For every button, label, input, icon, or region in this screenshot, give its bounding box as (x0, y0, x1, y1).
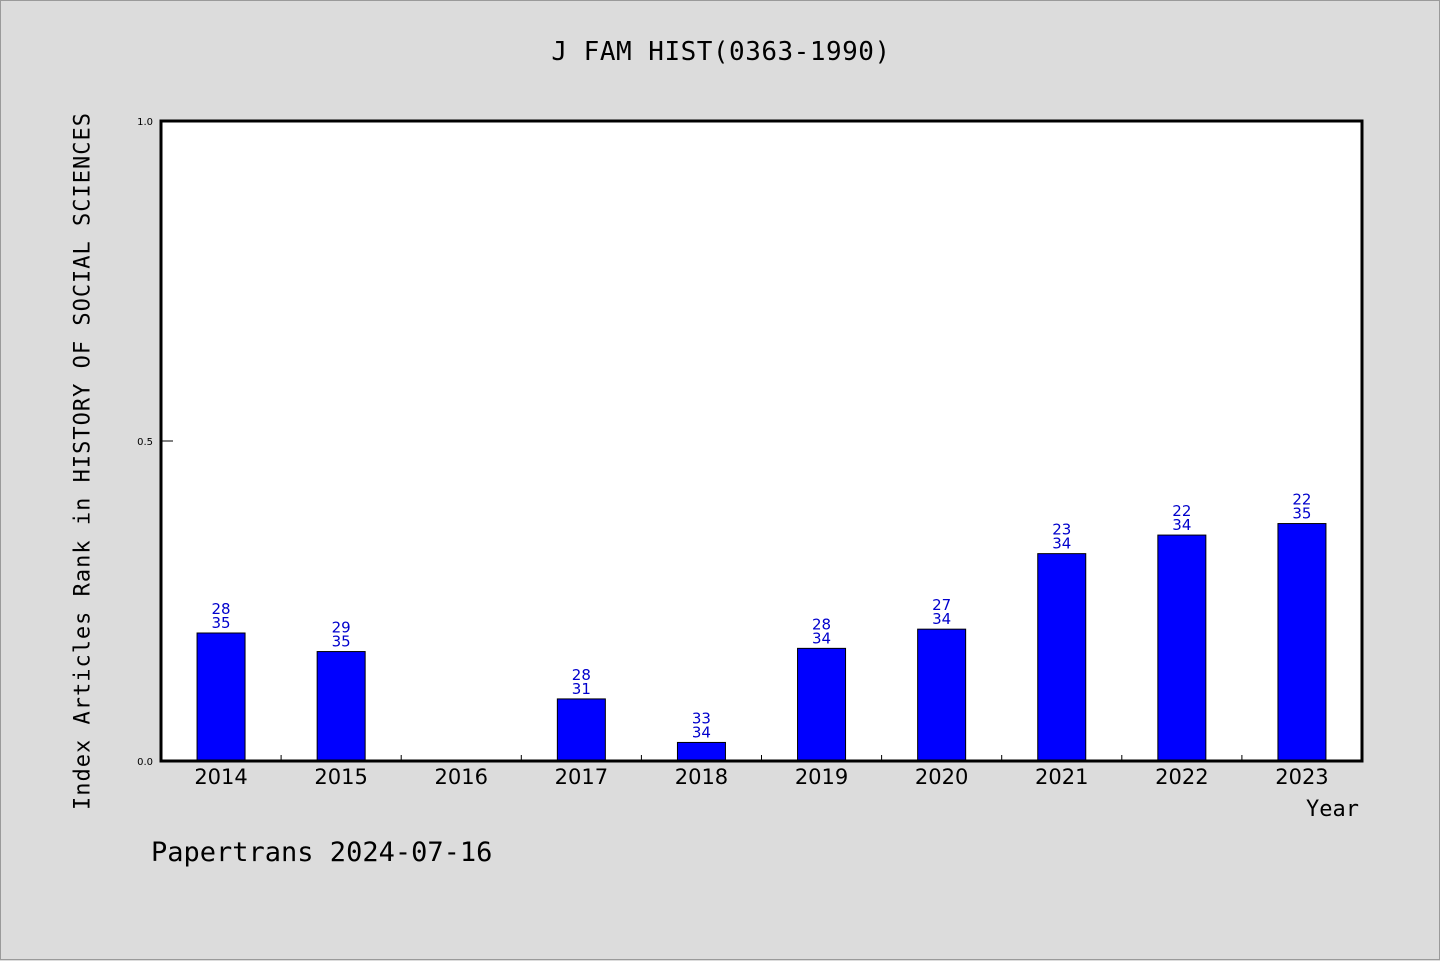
rank-label-2020: 27 (932, 596, 951, 614)
bar-2015 (316, 651, 366, 762)
x-tick-label-2014: 2014 (194, 765, 247, 789)
total-label-2015: 35 (332, 633, 351, 651)
total-label-2022: 34 (1172, 516, 1191, 534)
y-tick-label-0: 0.0 (137, 757, 153, 768)
total-label-2014: 35 (212, 614, 231, 632)
total-label-2023: 35 (1292, 505, 1311, 523)
rank-label-2018: 33 (692, 709, 711, 727)
x-tick-label-2018: 2018 (675, 765, 728, 789)
total-label-2021: 34 (1052, 535, 1071, 553)
total-label-2018: 34 (692, 723, 711, 741)
rank-label-2019: 28 (812, 615, 831, 633)
x-tick-label-2019: 2019 (795, 765, 848, 789)
bar-2014 (196, 632, 246, 762)
footer-stamp: Papertrans 2024-07-16 (151, 837, 493, 868)
x-tick-label-2016: 2016 (435, 765, 488, 789)
plot-border (159, 119, 1364, 763)
total-label-2017: 31 (572, 680, 591, 698)
rank-label-2023: 22 (1292, 491, 1311, 509)
x-tick-label-2020: 2020 (915, 765, 968, 789)
x-tick-label-2022: 2022 (1155, 765, 1208, 789)
bar-2018 (676, 741, 726, 762)
x-tick-label-2021: 2021 (1035, 765, 1088, 789)
rank-label-2014: 28 (212, 600, 231, 618)
rank-label-2022: 22 (1172, 502, 1191, 520)
bar-2017 (556, 698, 606, 762)
y-tick-label-1: 0.5 (137, 437, 153, 448)
x-tick-label-2017: 2017 (555, 765, 608, 789)
x-tick-label-2015: 2015 (314, 765, 367, 789)
bar-2021 (1037, 553, 1087, 762)
y-tick-label-2: 1.0 (137, 117, 153, 128)
bar-2022 (1157, 534, 1207, 762)
bar-2023 (1277, 523, 1327, 762)
bar-2020 (917, 628, 967, 762)
x-tick-label-2023: 2023 (1275, 765, 1328, 789)
bar-2019 (797, 647, 847, 762)
rank-label-2015: 29 (332, 619, 351, 637)
chart-title: J FAM HIST(0363-1990) (551, 37, 891, 67)
rank-label-2021: 23 (1052, 521, 1071, 539)
total-label-2020: 34 (932, 610, 951, 628)
rank-label-2017: 28 (572, 666, 591, 684)
x-axis-label: Year (1306, 797, 1359, 822)
total-label-2019: 34 (812, 629, 831, 647)
